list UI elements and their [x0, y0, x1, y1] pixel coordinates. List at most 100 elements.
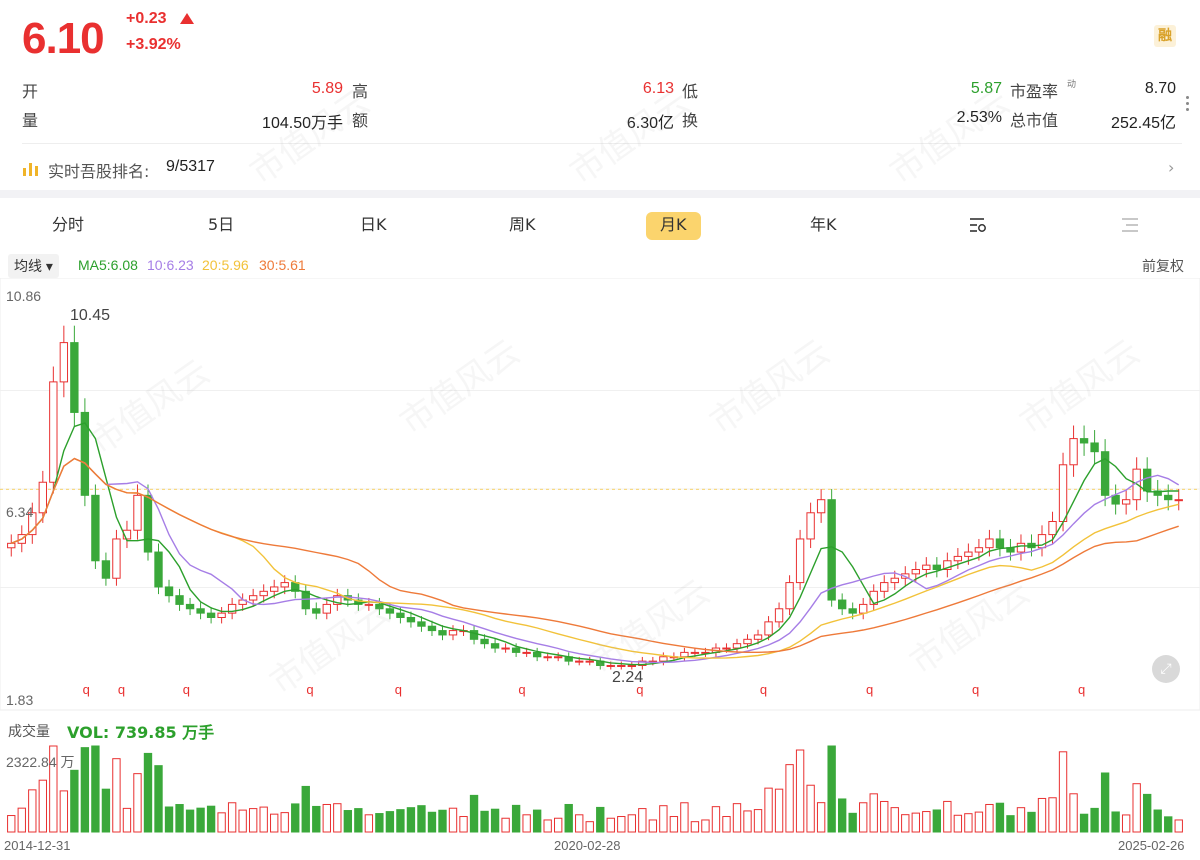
- volume-bar: [480, 810, 489, 833]
- tab-intraday[interactable]: 分时: [52, 215, 85, 234]
- volume-bar: [91, 745, 100, 833]
- candle: [7, 542, 16, 549]
- last-price: 6.10: [22, 14, 105, 63]
- volume-bar: [1079, 813, 1089, 833]
- max-price-mark: 10.45: [70, 307, 111, 324]
- volume-bar: [785, 764, 794, 833]
- ma10-value: 10:6.23: [147, 257, 194, 273]
- volume-bar: [38, 779, 47, 833]
- rank-label[interactable]: 实时吾股排名:: [48, 162, 150, 181]
- candle: [154, 551, 163, 588]
- price-change: +0.23: [126, 10, 167, 27]
- more-icon[interactable]: [1186, 96, 1190, 114]
- volume-bar: [743, 810, 752, 833]
- volume-max-label: 2322.84 万: [6, 754, 75, 770]
- volume-bar: [291, 803, 300, 833]
- low-value: 5.87: [970, 80, 1002, 97]
- candle: [659, 656, 668, 662]
- dividend-marker[interactable]: q: [183, 682, 190, 697]
- chevron-right-icon[interactable]: ›: [1168, 158, 1175, 177]
- turnover-value: 2.53%: [956, 109, 1002, 126]
- volume-bar: [859, 802, 868, 833]
- volume-bar: [911, 812, 920, 833]
- candle: [1048, 521, 1057, 536]
- volume-bar: [1027, 811, 1036, 833]
- pe-sup: 动: [1067, 80, 1077, 90]
- dividend-marker[interactable]: q: [1078, 682, 1085, 697]
- menu-icon[interactable]: [1120, 215, 1140, 235]
- candle: [59, 342, 69, 383]
- volume-bar: [669, 816, 679, 833]
- candle: [80, 411, 90, 496]
- volume-bar: [1143, 793, 1152, 833]
- margin-trading-badge[interactable]: 融: [1154, 25, 1176, 47]
- volume-bar: [427, 811, 437, 833]
- tab-monthly-k[interactable]: 月K: [646, 212, 701, 240]
- dividend-marker[interactable]: q: [118, 682, 125, 697]
- candle: [859, 603, 868, 614]
- settings-list-icon[interactable]: [968, 215, 988, 235]
- volume-bar: [638, 808, 647, 833]
- volume-bar: [280, 812, 289, 833]
- candle: [185, 603, 195, 610]
- dividend-marker[interactable]: q: [866, 682, 873, 697]
- dividend-marker[interactable]: q: [760, 682, 767, 697]
- candle: [795, 538, 805, 584]
- candle: [785, 582, 794, 610]
- candle: [70, 342, 79, 413]
- tab-yearly-k[interactable]: 年K: [810, 215, 837, 234]
- volume-chart: [7, 745, 1183, 833]
- volume-bar: [17, 807, 26, 833]
- volume-bar: [701, 819, 710, 833]
- candle: [827, 499, 836, 601]
- candle: [91, 494, 100, 562]
- dividend-marker[interactable]: q: [636, 682, 643, 697]
- candle: [101, 560, 111, 579]
- volume-bar: [722, 816, 731, 833]
- candle: [217, 612, 226, 618]
- candle: [764, 621, 773, 636]
- volume-bar: [532, 809, 542, 833]
- candle: [1058, 464, 1068, 523]
- volume-bar: [869, 793, 878, 833]
- volume-bar: [985, 803, 994, 833]
- volume-bar: [680, 802, 689, 833]
- candle: [270, 586, 279, 592]
- candle: [196, 608, 205, 614]
- tab-weekly-k[interactable]: 周K: [509, 215, 536, 234]
- min-price-mark: 2.24: [612, 669, 644, 686]
- dividend-marker[interactable]: q: [395, 682, 402, 697]
- x-label-start: 2014-12-31: [4, 838, 71, 853]
- dividend-marker[interactable]: q: [83, 682, 90, 697]
- adjust-mode[interactable]: 前复权: [1142, 258, 1184, 274]
- tab-5day[interactable]: 5日: [208, 215, 235, 234]
- x-label-mid: 2020-02-28: [554, 838, 621, 853]
- candle: [774, 608, 784, 623]
- dividend-marker[interactable]: q: [306, 682, 313, 697]
- rank-value[interactable]: 9/5317: [166, 158, 215, 175]
- candle: [112, 538, 121, 579]
- fullscreen-icon[interactable]: ⤢: [1152, 655, 1180, 683]
- tab-daily-k[interactable]: 日K: [360, 215, 387, 234]
- volume-value-label: VOL: 739.85 万手: [67, 723, 215, 742]
- dividend-marker[interactable]: q: [972, 682, 979, 697]
- volume-bar: [932, 809, 942, 833]
- volume-bar: [522, 814, 531, 833]
- open-label: 开: [22, 82, 39, 101]
- dividend-marker[interactable]: q: [518, 682, 525, 697]
- candle: [375, 603, 384, 610]
- candle: [333, 595, 342, 605]
- indicator-select[interactable]: 均线 ▾: [8, 254, 59, 278]
- candle: [848, 608, 857, 614]
- up-arrow-icon: [180, 13, 194, 24]
- candle: [1100, 451, 1110, 496]
- candle: [469, 630, 479, 640]
- mcap-value: 252.45亿: [1111, 115, 1176, 132]
- candle: [585, 660, 594, 663]
- price-change-pct: +3.92%: [126, 36, 181, 53]
- volume-bar: [469, 794, 479, 833]
- volume-bar: [764, 787, 773, 833]
- y-max-label: 10.86: [6, 288, 42, 304]
- candle: [1153, 490, 1162, 496]
